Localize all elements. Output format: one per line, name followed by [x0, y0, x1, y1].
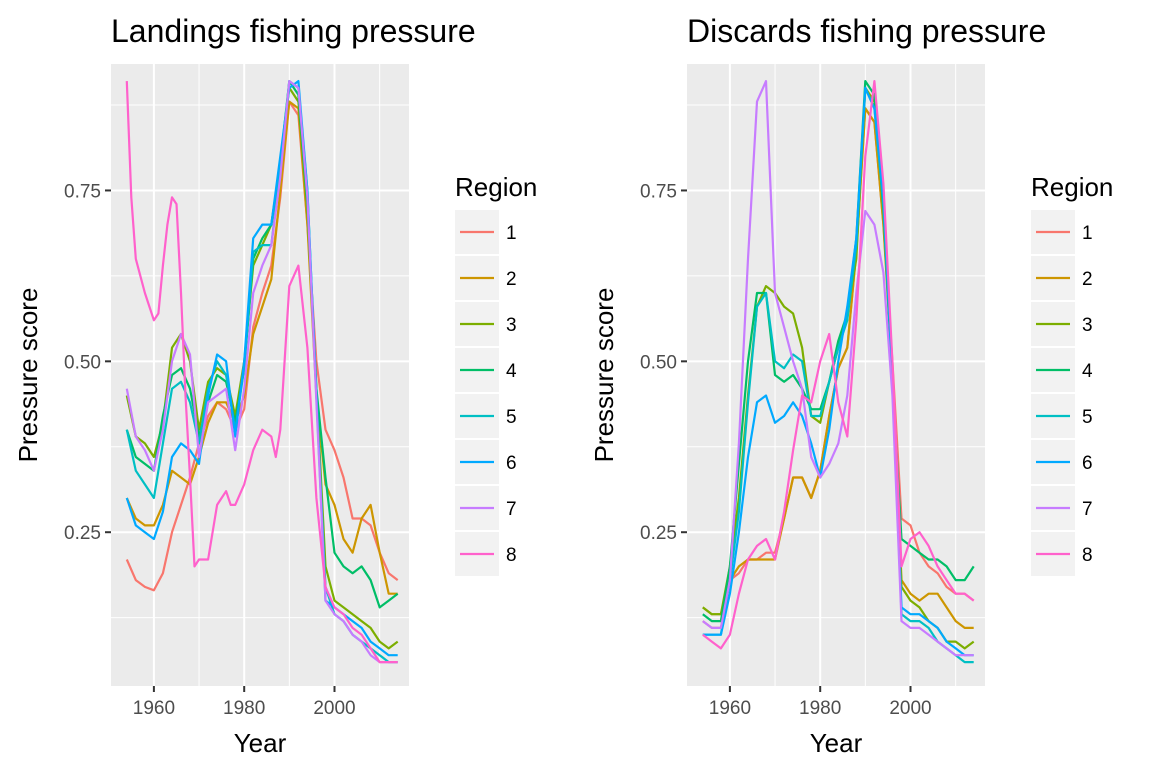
landings-series-line-region-6: [125, 79, 398, 657]
discards-series-lines: [702, 79, 975, 664]
landings-series-lines: [125, 79, 399, 664]
landings-legend: Region 1 2 3 4 5 6 7 8: [455, 172, 537, 576]
landings-y-axis-title: Pressure score: [13, 288, 43, 463]
discards-legend-label: 8: [1082, 545, 1093, 566]
landings-legend-label: 7: [506, 499, 517, 520]
discards-y-tick-label: 0.75: [640, 181, 677, 202]
discards-chart: Discards fishing pressure 0.25 0.50 0.75 196…: [589, 13, 1113, 758]
discards-x-tick-label: 1960: [709, 698, 751, 719]
landings-legend-label: 6: [506, 453, 517, 474]
landings-legend-label: 2: [506, 269, 517, 290]
landings-legend-label: 4: [506, 361, 517, 382]
discards-series-line-region-6: [702, 86, 974, 657]
landings-x-tick-label: 1980: [223, 698, 265, 719]
discards-x-tick-label: 2000: [889, 698, 931, 719]
landings-legend-label: 8: [506, 545, 517, 566]
landings-y-tick-label: 0.25: [64, 523, 101, 544]
discards-legend-label: 2: [1082, 269, 1093, 290]
discards-legend: Region 1 2 3 4 5 6 7 8: [1031, 172, 1113, 576]
discards-series-line-region-5: [702, 86, 974, 664]
discards-chart-title: Discards fishing pressure: [687, 13, 1046, 49]
landings-series-line-region-4: [125, 79, 399, 609]
discards-legend-label: 6: [1082, 453, 1093, 474]
discards-legend-label: 7: [1082, 499, 1093, 520]
landings-legend-label: 5: [506, 407, 517, 428]
discards-legend-label: 1: [1082, 223, 1093, 244]
landings-legend-title: Region: [455, 172, 537, 202]
landings-series-line-region-7: [125, 79, 398, 664]
landings-legend-label: 3: [506, 315, 517, 336]
landings-y-tick-label: 0.50: [64, 352, 101, 373]
landings-series-line-region-8: [125, 81, 398, 664]
landings-chart: Landings fishing pressure 0.25 0.50 0.75 196…: [13, 13, 537, 758]
discards-legend-title: Region: [1031, 172, 1113, 202]
discards-y-tick-label: 0.50: [640, 352, 677, 373]
landings-legend-label: 1: [506, 223, 517, 244]
discards-x-tick-label: 1980: [799, 698, 841, 719]
discards-legend-label: 3: [1082, 315, 1093, 336]
landings-chart-title: Landings fishing pressure: [111, 13, 476, 49]
discards-series-line-region-4: [702, 79, 975, 623]
landings-x-tick-label: 1960: [133, 698, 175, 719]
discards-legend-label: 5: [1082, 407, 1093, 428]
landings-x-axis-title: Year: [234, 728, 287, 758]
discards-series-line-region-8: [702, 79, 975, 650]
landings-x-tick-label: 2000: [313, 698, 355, 719]
discards-series-line-region-7: [702, 79, 974, 657]
landings-series-line-region-1: [125, 100, 399, 592]
discards-x-axis-title: Year: [810, 728, 863, 758]
discards-legend-label: 4: [1082, 361, 1093, 382]
landings-plot-panel: [111, 64, 409, 686]
landings-y-tick-label: 0.75: [64, 181, 101, 202]
discards-y-tick-label: 0.25: [640, 523, 677, 544]
landings-series-line-region-2: [125, 100, 398, 595]
discards-y-axis-title: Pressure score: [589, 288, 619, 463]
